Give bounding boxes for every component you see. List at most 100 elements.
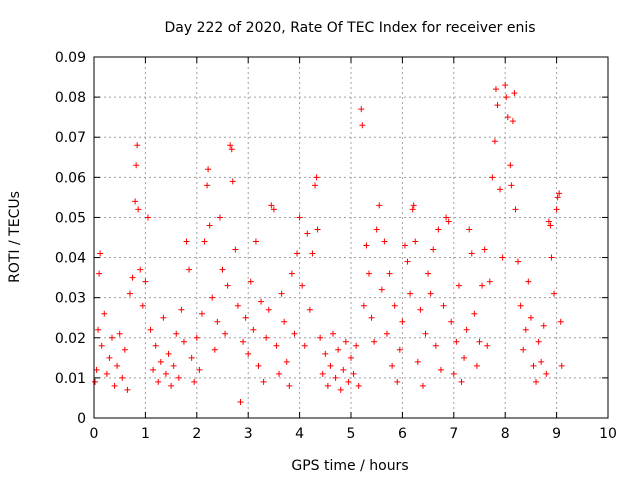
data-point — [129, 274, 136, 281]
data-point — [355, 382, 362, 389]
data-point — [391, 302, 398, 309]
data-point — [551, 290, 558, 297]
data-point — [168, 382, 175, 389]
data-point — [425, 270, 432, 277]
data-point — [133, 162, 140, 169]
y-tick-label: 0.04 — [55, 251, 86, 267]
data-point — [435, 226, 442, 233]
data-point — [180, 338, 187, 345]
data-point — [394, 378, 401, 385]
data-point — [345, 378, 352, 385]
data-point — [139, 302, 146, 309]
data-point — [440, 302, 447, 309]
data-point — [335, 346, 342, 353]
data-point — [494, 102, 501, 109]
x-tick-label: 4 — [295, 426, 304, 442]
data-point — [522, 326, 529, 333]
data-point — [306, 306, 313, 313]
y-tick-label: 0.07 — [55, 130, 86, 146]
data-point — [332, 374, 339, 381]
data-point — [437, 366, 444, 373]
data-point — [96, 270, 103, 277]
data-point — [419, 382, 426, 389]
data-point — [265, 306, 272, 313]
data-point — [227, 142, 234, 149]
data-point — [312, 182, 319, 189]
data-point — [186, 266, 193, 273]
data-point — [538, 358, 545, 365]
data-point — [205, 166, 212, 173]
y-tick-label: 0 — [77, 411, 86, 427]
data-point — [545, 218, 552, 225]
data-point — [407, 290, 414, 297]
data-point — [294, 250, 301, 257]
data-point — [304, 230, 311, 237]
data-points — [92, 82, 565, 405]
axis-ticks — [93, 56, 609, 419]
data-point — [196, 366, 203, 373]
data-point — [237, 398, 244, 405]
data-point — [401, 242, 408, 249]
data-point — [170, 362, 177, 369]
data-point — [540, 322, 547, 329]
data-point — [247, 278, 254, 285]
data-point — [150, 366, 157, 373]
y-axis-label: ROTI / TECUs — [7, 191, 23, 283]
data-point — [324, 382, 331, 389]
data-point — [554, 194, 561, 201]
data-point — [126, 290, 133, 297]
data-point — [157, 358, 164, 365]
y-tick-label: 0.01 — [55, 371, 86, 387]
data-point — [250, 326, 257, 333]
x-tick-label: 3 — [244, 426, 253, 442]
data-point — [508, 182, 515, 189]
data-point — [404, 258, 411, 265]
data-point — [389, 362, 396, 369]
data-point — [219, 266, 226, 273]
data-point — [492, 86, 499, 93]
x-tick-label: 5 — [347, 426, 356, 442]
data-point — [121, 346, 128, 353]
data-point — [119, 374, 126, 381]
data-point — [455, 282, 462, 289]
data-point — [543, 370, 550, 377]
data-point — [491, 138, 498, 145]
data-point — [515, 258, 522, 265]
data-point — [135, 206, 142, 213]
data-point — [342, 338, 349, 345]
data-point — [348, 354, 354, 361]
data-point — [252, 238, 259, 245]
data-point — [533, 378, 540, 385]
data-point — [471, 310, 478, 317]
data-point — [281, 318, 288, 325]
data-point — [365, 270, 372, 277]
data-point — [98, 342, 105, 349]
data-point — [427, 290, 434, 297]
data-point — [381, 238, 388, 245]
data-point — [330, 330, 337, 337]
data-point — [103, 370, 110, 377]
data-point — [92, 378, 99, 385]
data-point — [350, 370, 357, 377]
data-point — [193, 334, 200, 341]
data-point — [108, 334, 115, 341]
data-point — [383, 330, 390, 337]
data-point — [314, 226, 321, 233]
data-point — [224, 282, 231, 289]
data-point — [527, 314, 534, 321]
data-point — [173, 330, 180, 337]
data-point — [97, 250, 104, 257]
data-point — [198, 310, 205, 317]
x-tick-label: 2 — [192, 426, 201, 442]
data-point — [222, 330, 229, 337]
data-point — [270, 206, 277, 213]
data-point — [445, 218, 452, 225]
data-point — [466, 226, 473, 233]
data-point — [557, 318, 564, 325]
data-point — [106, 354, 113, 361]
data-point — [511, 90, 518, 97]
data-point — [228, 146, 235, 153]
data-point — [258, 298, 265, 305]
data-point — [276, 370, 283, 377]
